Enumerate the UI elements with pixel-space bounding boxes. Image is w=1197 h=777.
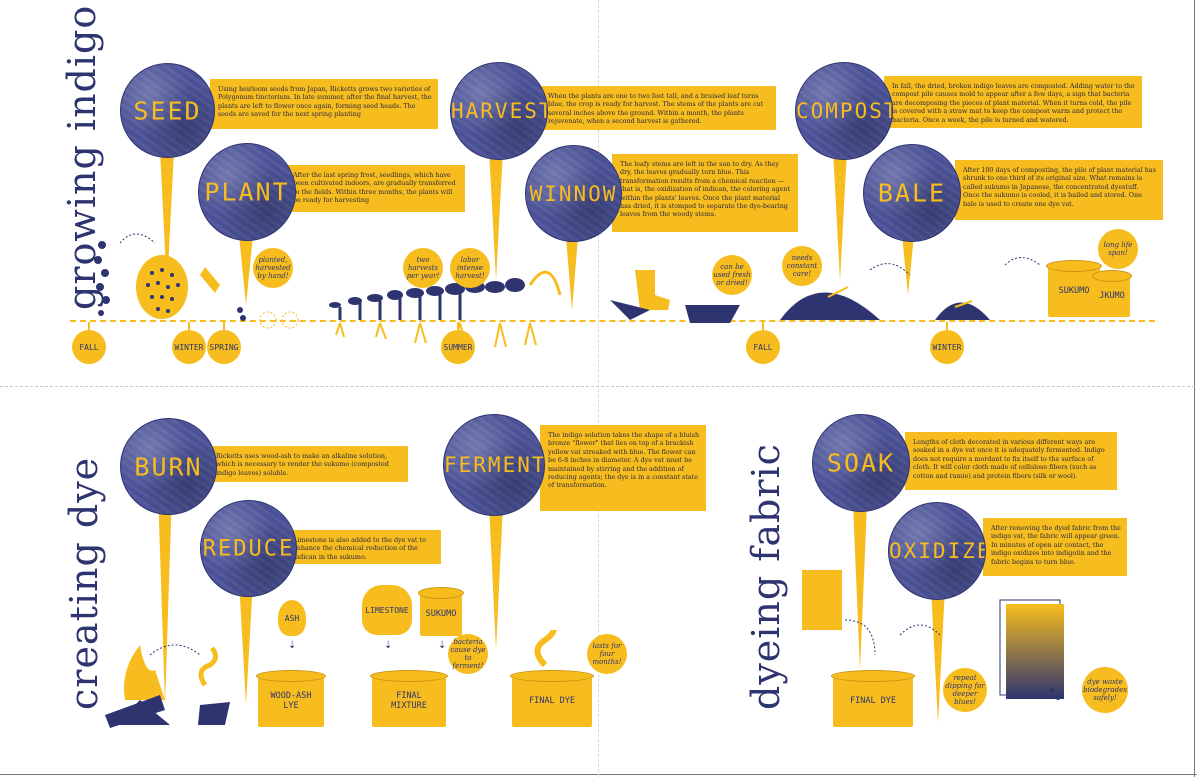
title-dyeing-fabric: dyeing fabric <box>744 443 788 710</box>
arrow-down-icon: ⇣ <box>288 640 297 651</box>
ash-bag: ASH <box>278 600 306 636</box>
pin-plant <box>239 235 253 305</box>
season-spring: SPRING <box>207 322 241 364</box>
note-long-life-span: long life span! <box>1098 229 1138 269</box>
wood-ash-lye-vat: WOOD-ASH LYE <box>256 670 326 727</box>
step-label-bale: BALE <box>877 178 947 208</box>
arrow-down-icon: ⇣ <box>438 640 447 651</box>
growing-illustrations <box>94 233 1041 348</box>
bubble-harvest: HARVEST <box>450 62 548 160</box>
sukumo-bale-2: JKUMO <box>1092 270 1132 317</box>
pin-burn <box>158 490 172 705</box>
step-label-plant: PLANT <box>204 177 290 207</box>
section-divider <box>0 386 1195 387</box>
step-label-ferment: FERMENT <box>444 453 545 477</box>
bubble-plant: PLANT <box>198 143 296 241</box>
pin-seed <box>160 150 174 290</box>
creating-illustrations <box>105 630 557 728</box>
bubble-winnow: WINNOW <box>525 145 622 242</box>
bubble-oxidize: OXIDIZE <box>888 502 986 600</box>
bubble-soak: SOAK <box>812 414 910 512</box>
sukumo-bale-1: SUKUMO <box>1046 260 1102 317</box>
note-bacteria: bacteria cause dye to ferment! <box>448 634 488 674</box>
desc-reduce: Limestone is also added to the dye vat t… <box>285 530 441 564</box>
center-gutter <box>598 0 600 777</box>
page-border-right <box>1194 0 1195 777</box>
limestone-bag: LIMESTONE <box>362 585 412 635</box>
timeline <box>70 320 1155 322</box>
step-label-seed: SEED <box>133 96 202 125</box>
bubble-reduce: REDUCE <box>200 500 297 597</box>
desc-winnow: The leafy stems are left in the sun to d… <box>612 154 798 232</box>
step-label-compost: COMPOST <box>796 99 893 123</box>
desc-oxidize: After removing the dyed fabric from the … <box>983 518 1127 576</box>
note-dye-waste: dye waste biodegrades safely! <box>1082 667 1128 713</box>
pin-winnow <box>565 225 579 310</box>
final-dye-vat: FINAL DYE <box>510 670 594 727</box>
dyeing-illustrations <box>802 570 1064 700</box>
bubble-bale: BALE <box>863 144 961 242</box>
season-summer: SUMMER <box>441 322 475 364</box>
pin-bale <box>901 225 915 295</box>
desc-harvest: When the plants are one to two feet tall… <box>540 86 776 130</box>
desc-soak: Lengths of cloth decorated in various di… <box>905 432 1117 490</box>
bubble-burn: BURN <box>120 418 217 515</box>
pin-soak <box>853 505 867 670</box>
arrow-down-icon: ⇣ <box>384 640 393 651</box>
note-four-months: lasts for four months! <box>587 634 627 674</box>
bubble-seed: SEED <box>120 63 215 158</box>
final-mixture-vat: FINAL MIXTURE <box>370 670 448 727</box>
final-dye-vat-2: FINAL DYE <box>831 670 915 727</box>
season-fall: FALL <box>72 322 106 364</box>
note-labor-intense: labor intense harvest! <box>450 248 490 288</box>
step-label-reduce: REDUCE <box>202 536 295 561</box>
season-winter: WINTER <box>172 322 206 364</box>
desc-burn: Ricketts uses wood-ash to make an alkali… <box>208 446 408 482</box>
pin-ferment <box>489 505 503 650</box>
desc-ferment: The indigo solution takes the shape of a… <box>540 425 706 511</box>
pin-reduce <box>239 580 253 705</box>
note-fresh-or-dried: can be used fresh or dried! <box>712 255 752 295</box>
season-winter-2: WINTER <box>930 322 964 364</box>
pin-harvest <box>489 150 503 280</box>
note-repeat-dipping: repeat dipping for deeper blues! <box>943 668 987 712</box>
desc-compost: In fall, the dried, broken indigo leaves… <box>884 76 1142 128</box>
step-label-burn: BURN <box>134 452 203 481</box>
desc-bale: After 100 days of composting, the pile o… <box>955 160 1163 220</box>
season-fall-2: FALL <box>746 322 780 364</box>
pin-compost <box>833 150 847 280</box>
note-two-harvests: two harvests per year! <box>403 248 443 288</box>
step-label-soak: SOAK <box>826 448 896 478</box>
desc-seed: Using heirloom seeds from Japan, Rickett… <box>210 79 438 129</box>
note-planted: planted, harvested by hand! <box>253 248 293 288</box>
desc-plant: After the last spring frost, seedlings, … <box>285 165 465 212</box>
sukumo-bucket: SUKUMO <box>418 587 464 636</box>
step-label-oxidize: OXIDIZE <box>889 539 986 563</box>
note-constant-care: needs constant care! <box>782 246 822 286</box>
step-label-winnow: WINNOW <box>529 181 618 206</box>
pin-oxidize <box>931 588 945 723</box>
bubble-ferment: FERMENT <box>443 414 545 516</box>
bubble-compost: COMPOST <box>795 62 893 160</box>
step-label-harvest: HARVEST <box>451 99 548 123</box>
